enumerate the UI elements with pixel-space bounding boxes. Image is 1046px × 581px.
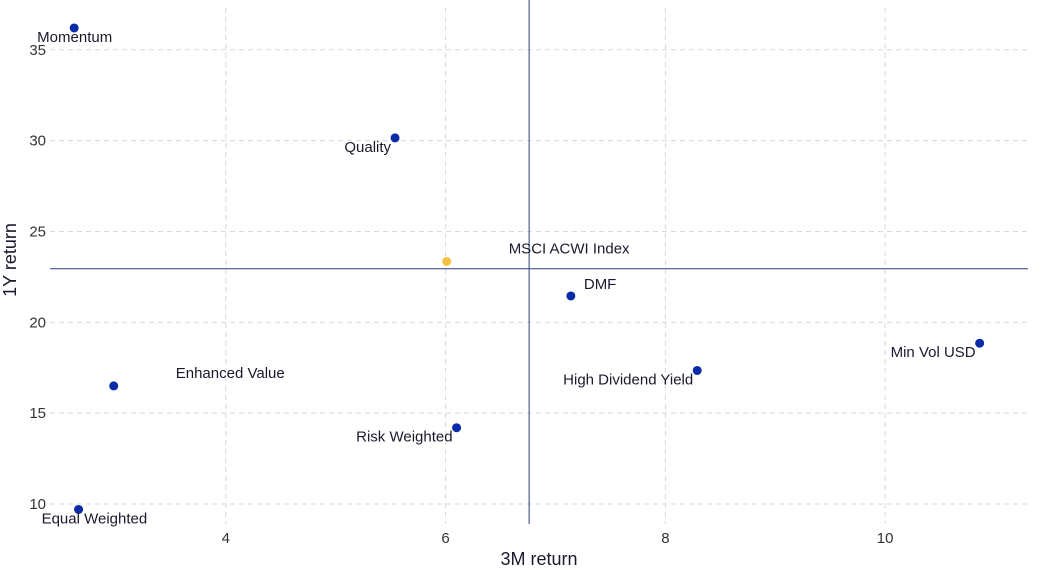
point-label: Momentum: [37, 29, 112, 46]
data-point[interactable]: [692, 365, 702, 375]
point-label: Risk Weighted: [356, 429, 452, 446]
point-label: MSCI ACWI Index: [509, 240, 630, 257]
y-tick-label: 20: [29, 314, 46, 331]
x-tick-label: 6: [441, 530, 449, 547]
data-point[interactable]: [109, 381, 119, 391]
x-tick-label: 4: [222, 530, 230, 547]
data-point[interactable]: [442, 256, 452, 266]
point-label: Equal Weighted: [42, 510, 148, 527]
grid-layer: [50, 8, 1028, 524]
data-point[interactable]: [975, 338, 985, 348]
point-label: Quality: [344, 139, 391, 156]
point-label: Enhanced Value: [176, 365, 285, 382]
y-axis-title: 1Y return: [0, 223, 20, 297]
y-tick-label: 30: [29, 133, 46, 150]
y-tick-label: 25: [29, 223, 46, 240]
y-tick-label: 15: [29, 405, 46, 422]
point-label: High Dividend Yield: [563, 371, 693, 388]
point-label: DMF: [584, 276, 617, 293]
y-tick-label: 35: [29, 42, 46, 59]
x-tick-label: 10: [877, 530, 894, 547]
reference-lines: [50, 0, 1028, 524]
x-tick-label: 8: [661, 530, 669, 547]
data-point[interactable]: [452, 423, 462, 433]
x-axis-title: 3M return: [500, 549, 577, 569]
data-point[interactable]: [566, 291, 576, 301]
tick-labels: 4 6 8 10 10 15 20 25 30 35: [29, 42, 893, 547]
data-points: [69, 23, 985, 514]
data-point[interactable]: [74, 504, 84, 514]
y-tick-label: 10: [29, 496, 46, 513]
point-labels: Momentum Quality MSCI ACWI Index DMF Min Vol…: [37, 29, 976, 527]
point-label: Min Vol USD: [891, 344, 976, 361]
data-point[interactable]: [69, 23, 79, 33]
data-point[interactable]: [390, 133, 400, 143]
